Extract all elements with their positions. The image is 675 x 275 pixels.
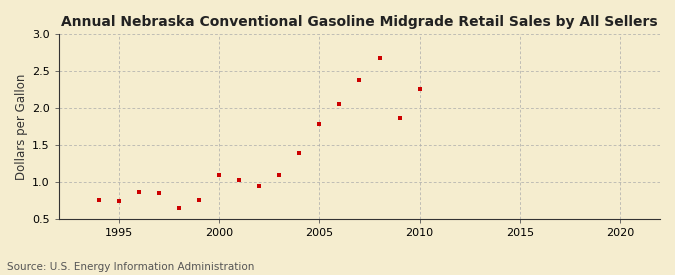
Text: Source: U.S. Energy Information Administration: Source: U.S. Energy Information Administ… <box>7 262 254 272</box>
Y-axis label: Dollars per Gallon: Dollars per Gallon <box>15 73 28 180</box>
Title: Annual Nebraska Conventional Gasoline Midgrade Retail Sales by All Sellers: Annual Nebraska Conventional Gasoline Mi… <box>61 15 657 29</box>
